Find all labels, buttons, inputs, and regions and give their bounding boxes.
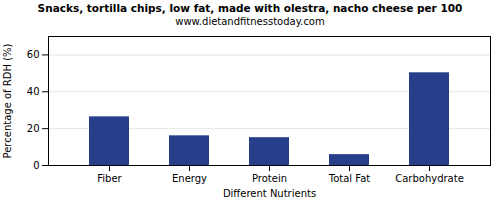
html-text:www.dietandfitnesstoday.com: www.dietandfitnesstoday.com xyxy=(175,16,325,27)
html-text:Snacks, tortilla chips, low fa: Snacks, tortilla chips, low fat, made wi… xyxy=(37,2,463,14)
svg-text:Carbohydrate: Carbohydrate xyxy=(395,173,464,184)
svg-text:0: 0 xyxy=(33,160,39,171)
svg-text:Percentage of RDH (%): Percentage of RDH (%) xyxy=(2,43,13,158)
svg-text:Fiber: Fiber xyxy=(97,173,122,184)
svg-text:40: 40 xyxy=(27,86,40,97)
svg-text:20: 20 xyxy=(27,123,40,134)
svg-text:60: 60 xyxy=(27,49,40,60)
svg-text:Protein: Protein xyxy=(252,173,287,184)
svg-text:Energy: Energy xyxy=(172,173,207,184)
svg-text:Total Fat: Total Fat xyxy=(328,173,370,184)
svg-text:Different Nutrients: Different Nutrients xyxy=(223,188,316,199)
